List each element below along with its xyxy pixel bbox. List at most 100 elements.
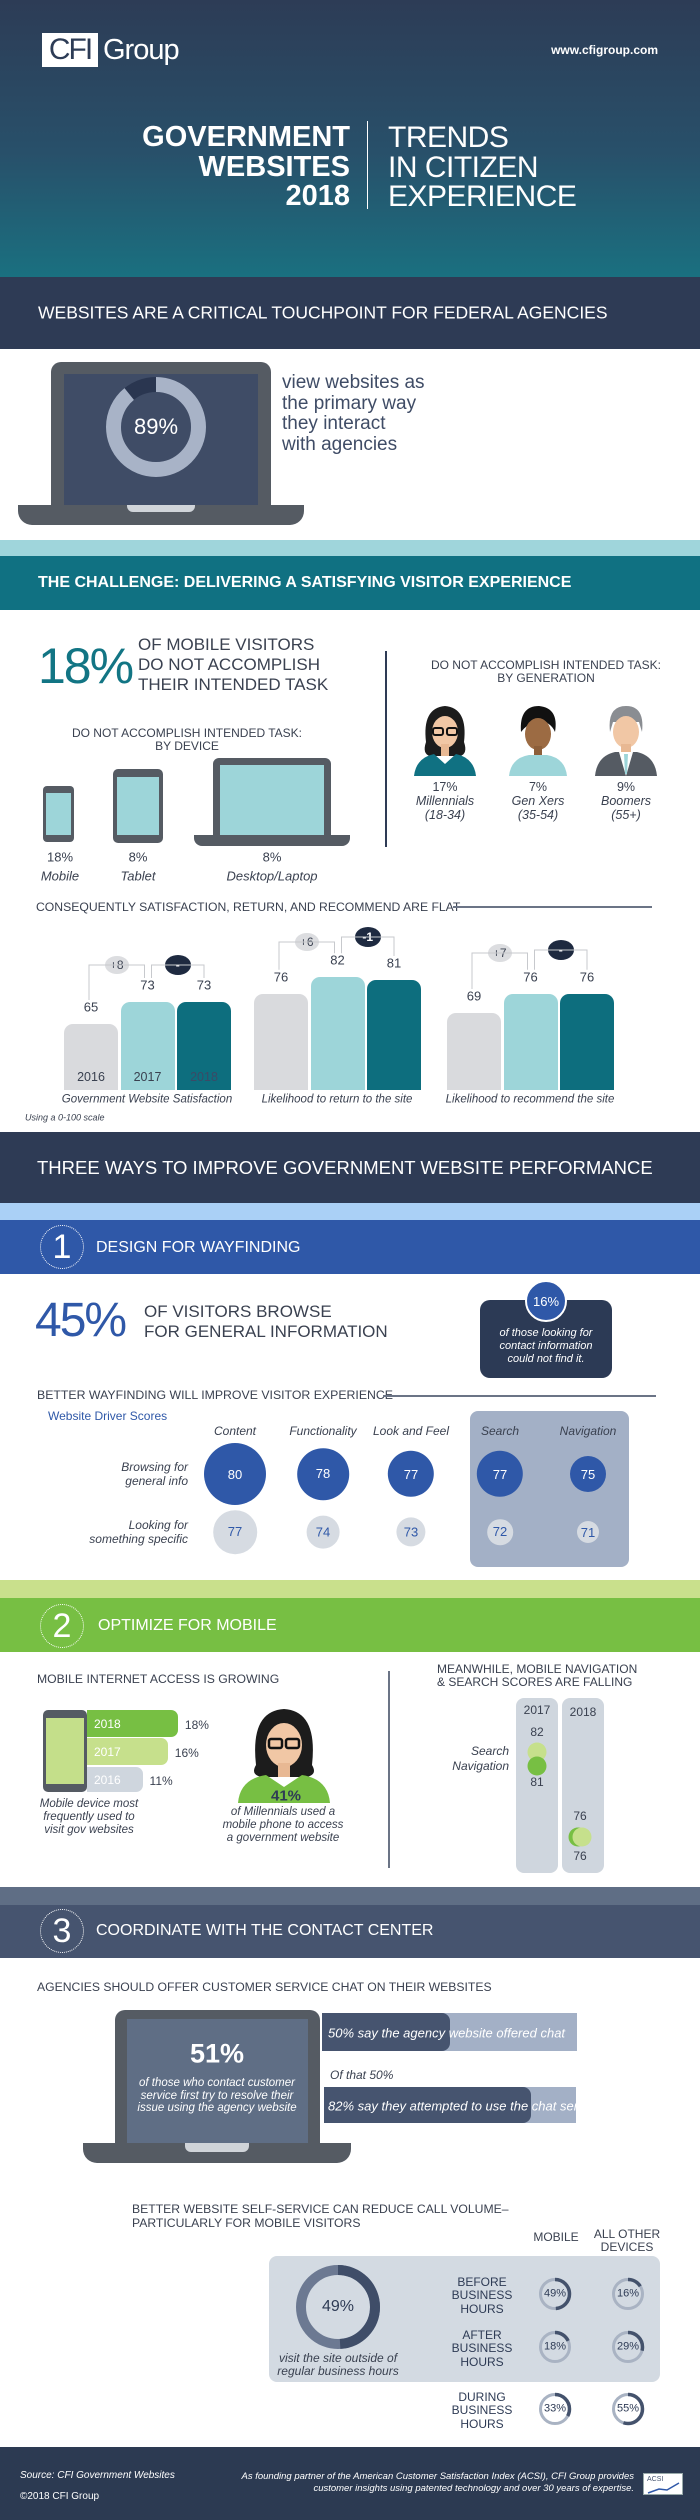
bar-value-label: 76 <box>523 969 538 985</box>
hours-donut-mobile: 18% <box>538 2330 572 2364</box>
title-line: IN CITIZEN <box>388 150 539 184</box>
mobile-fail-text: OF MOBILE VISITORS DO NOT ACCOMPLISH THE… <box>138 635 328 695</box>
label-line: AFTER <box>462 2328 502 2342</box>
website-url[interactable]: www.cfigroup.com <box>551 43 658 57</box>
smartphone-icon <box>43 1710 87 1792</box>
hours-donut-mobile: 49% <box>538 2277 572 2311</box>
caption-line: regular business hours <box>277 2364 399 2378</box>
label-line: HOURS <box>460 2416 504 2431</box>
title-line: EXPERIENCE <box>388 180 577 213</box>
about-line: customer insights using patented technol… <box>313 2483 634 2494</box>
self-resolve-caption: of those who contact customer service fi… <box>137 2077 296 2115</box>
hours-donut-other-devices: 55% <box>611 2392 645 2426</box>
hours-donut-ring <box>611 2330 645 2364</box>
hours-donut-label: 55% <box>616 2402 640 2415</box>
driver-score-circle: 75 <box>570 1456 606 1492</box>
stat-line: DO NOT ACCOMPLISH <box>138 655 320 674</box>
caption-line: visit gov websites <box>44 1824 134 1836</box>
change-bubble: - <box>164 955 191 975</box>
driver-row-label: Looking for something specific <box>89 1518 188 1546</box>
label-line: BUSINESS <box>451 2341 513 2356</box>
caption-line: of Millennials used a <box>230 1806 336 1818</box>
bar-value-label: 82 <box>330 952 345 968</box>
copyright: ©2018 CFI Group <box>20 2491 100 2502</box>
hours-donut-ring <box>538 2277 572 2311</box>
generation-value: 7% <box>528 779 548 794</box>
label-line: something specific <box>89 1531 188 1546</box>
bar-2018 <box>367 980 421 1090</box>
driver-column-header: Look and Feel <box>372 1424 450 1438</box>
outside-hours-box <box>269 2256 660 2382</box>
navigation-2018-value: 76 <box>573 1849 587 1863</box>
title-left: GOVERNMENT WEBSITES 2018 <box>142 121 350 212</box>
caption-line: visit the site outside of <box>278 2351 398 2365</box>
growth-bar-year: 2016 <box>94 1772 121 1787</box>
hours-donut-ring <box>538 2330 572 2364</box>
laptop-screen <box>64 374 258 507</box>
wayfinding-title: DESIGN FOR WAYFINDING <box>96 1239 301 1256</box>
device-label: Desktop/Laptop <box>226 868 318 884</box>
contact-banner <box>0 1905 700 1958</box>
growth-bar-year: 2017 <box>94 1744 121 1759</box>
chat-used-text: 82% say they attempted to use the chat s… <box>328 2098 602 2114</box>
header-hero <box>0 0 700 277</box>
cfi-logo[interactable]: CFI Group <box>42 33 188 67</box>
millennial-woman-icon <box>414 706 476 776</box>
change-bubble: +8 <box>104 956 129 974</box>
stat-line: OF MOBILE VISITORS <box>138 635 315 654</box>
change-bubble: +7 <box>487 944 512 962</box>
bar-value-label: 81 <box>386 955 402 971</box>
hours-donut-label: 29% <box>616 2340 640 2353</box>
bar-value-label: 76 <box>273 969 289 985</box>
growth-bar-2017 <box>87 1738 168 1765</box>
generation-label: Boomers <box>600 793 652 808</box>
generation-heading: DO NOT ACCOMPLISH INTENDED TASK: BY GENE… <box>431 659 661 685</box>
year-column-2017 <box>516 1698 558 1873</box>
column-other-devices: ALL OTHER DEVICES <box>594 2228 660 2254</box>
generation-label: Gen Xers <box>511 793 565 808</box>
bar-2018 <box>560 993 614 1090</box>
bar-value-label: 73 <box>196 977 212 993</box>
millennial-mobile-stat: 41% <box>270 1787 302 1805</box>
search-2018-value: 76 <box>573 1809 587 1823</box>
caption-line: with agencies <box>282 433 398 455</box>
flat-heading: CONSEQUENTLY SATISFACTION, RETURN, AND R… <box>36 899 461 914</box>
heading-line: PARTICULARLY FOR MOBILE VISITORS <box>132 2216 361 2230</box>
driver-column-header: Search <box>480 1424 520 1438</box>
touchpoint-caption: view websites as the primary way they in… <box>282 372 425 455</box>
challenge-divider <box>385 651 387 847</box>
heading-line: ALL OTHER <box>593 2227 661 2241</box>
growth-bar-value: 18% <box>184 1717 209 1732</box>
about-line: As founding partner of the American Cust… <box>241 2471 635 2482</box>
title-line: GOVERNMENT <box>142 121 350 153</box>
label-line: BEFORE <box>457 2275 507 2289</box>
heading-line: DO NOT ACCOMPLISH INTENDED TASK: <box>71 726 303 740</box>
label-line: BUSINESS <box>451 2288 513 2303</box>
footer <box>0 2447 700 2520</box>
challenge-strip <box>0 540 700 556</box>
mobile-title: OPTIMIZE FOR MOBILE <box>98 1617 277 1634</box>
heading-line: DO NOT ACCOMPLISH INTENDED TASK: <box>430 658 662 672</box>
bar-year-label: 2018 <box>190 1069 218 1084</box>
bar-value-label: 69 <box>466 988 482 1004</box>
scale-note: Using a 0-100 scale <box>25 1112 105 1123</box>
wayfinding-banner <box>0 1220 700 1274</box>
growth-heading: MOBILE INTERNET ACCESS IS GROWING <box>37 1671 280 1686</box>
bar-category-label: Government Website Satisfaction <box>61 1093 233 1106</box>
falling-heading: MEANWHILE, MOBILE NAVIGATION & SEARCH SC… <box>437 1663 637 1689</box>
about-cfi: As founding partner of the American Cust… <box>242 2471 635 2495</box>
caption-line: a government website <box>226 1832 340 1844</box>
bar-2016 <box>254 993 308 1090</box>
hours-donut-label: 33% <box>543 2402 567 2415</box>
acsi-logo[interactable]: ACSI <box>643 2473 683 2495</box>
search-legend-label: Search <box>470 1744 509 1758</box>
generation-value: 9% <box>616 779 636 794</box>
bar-year-label: 2017 <box>133 1069 162 1084</box>
label-line: Browsing for <box>121 1460 188 1474</box>
genx-woman-icon <box>509 706 567 776</box>
mobile-banner <box>0 1598 700 1652</box>
self-service-heading: BETTER WEBSITE SELF-SERVICE CAN REDUCE C… <box>132 2202 509 2230</box>
generation-range: (35-54) <box>517 807 559 822</box>
callout-line: contact information <box>499 1340 593 1352</box>
generation-value: 17% <box>432 779 458 794</box>
